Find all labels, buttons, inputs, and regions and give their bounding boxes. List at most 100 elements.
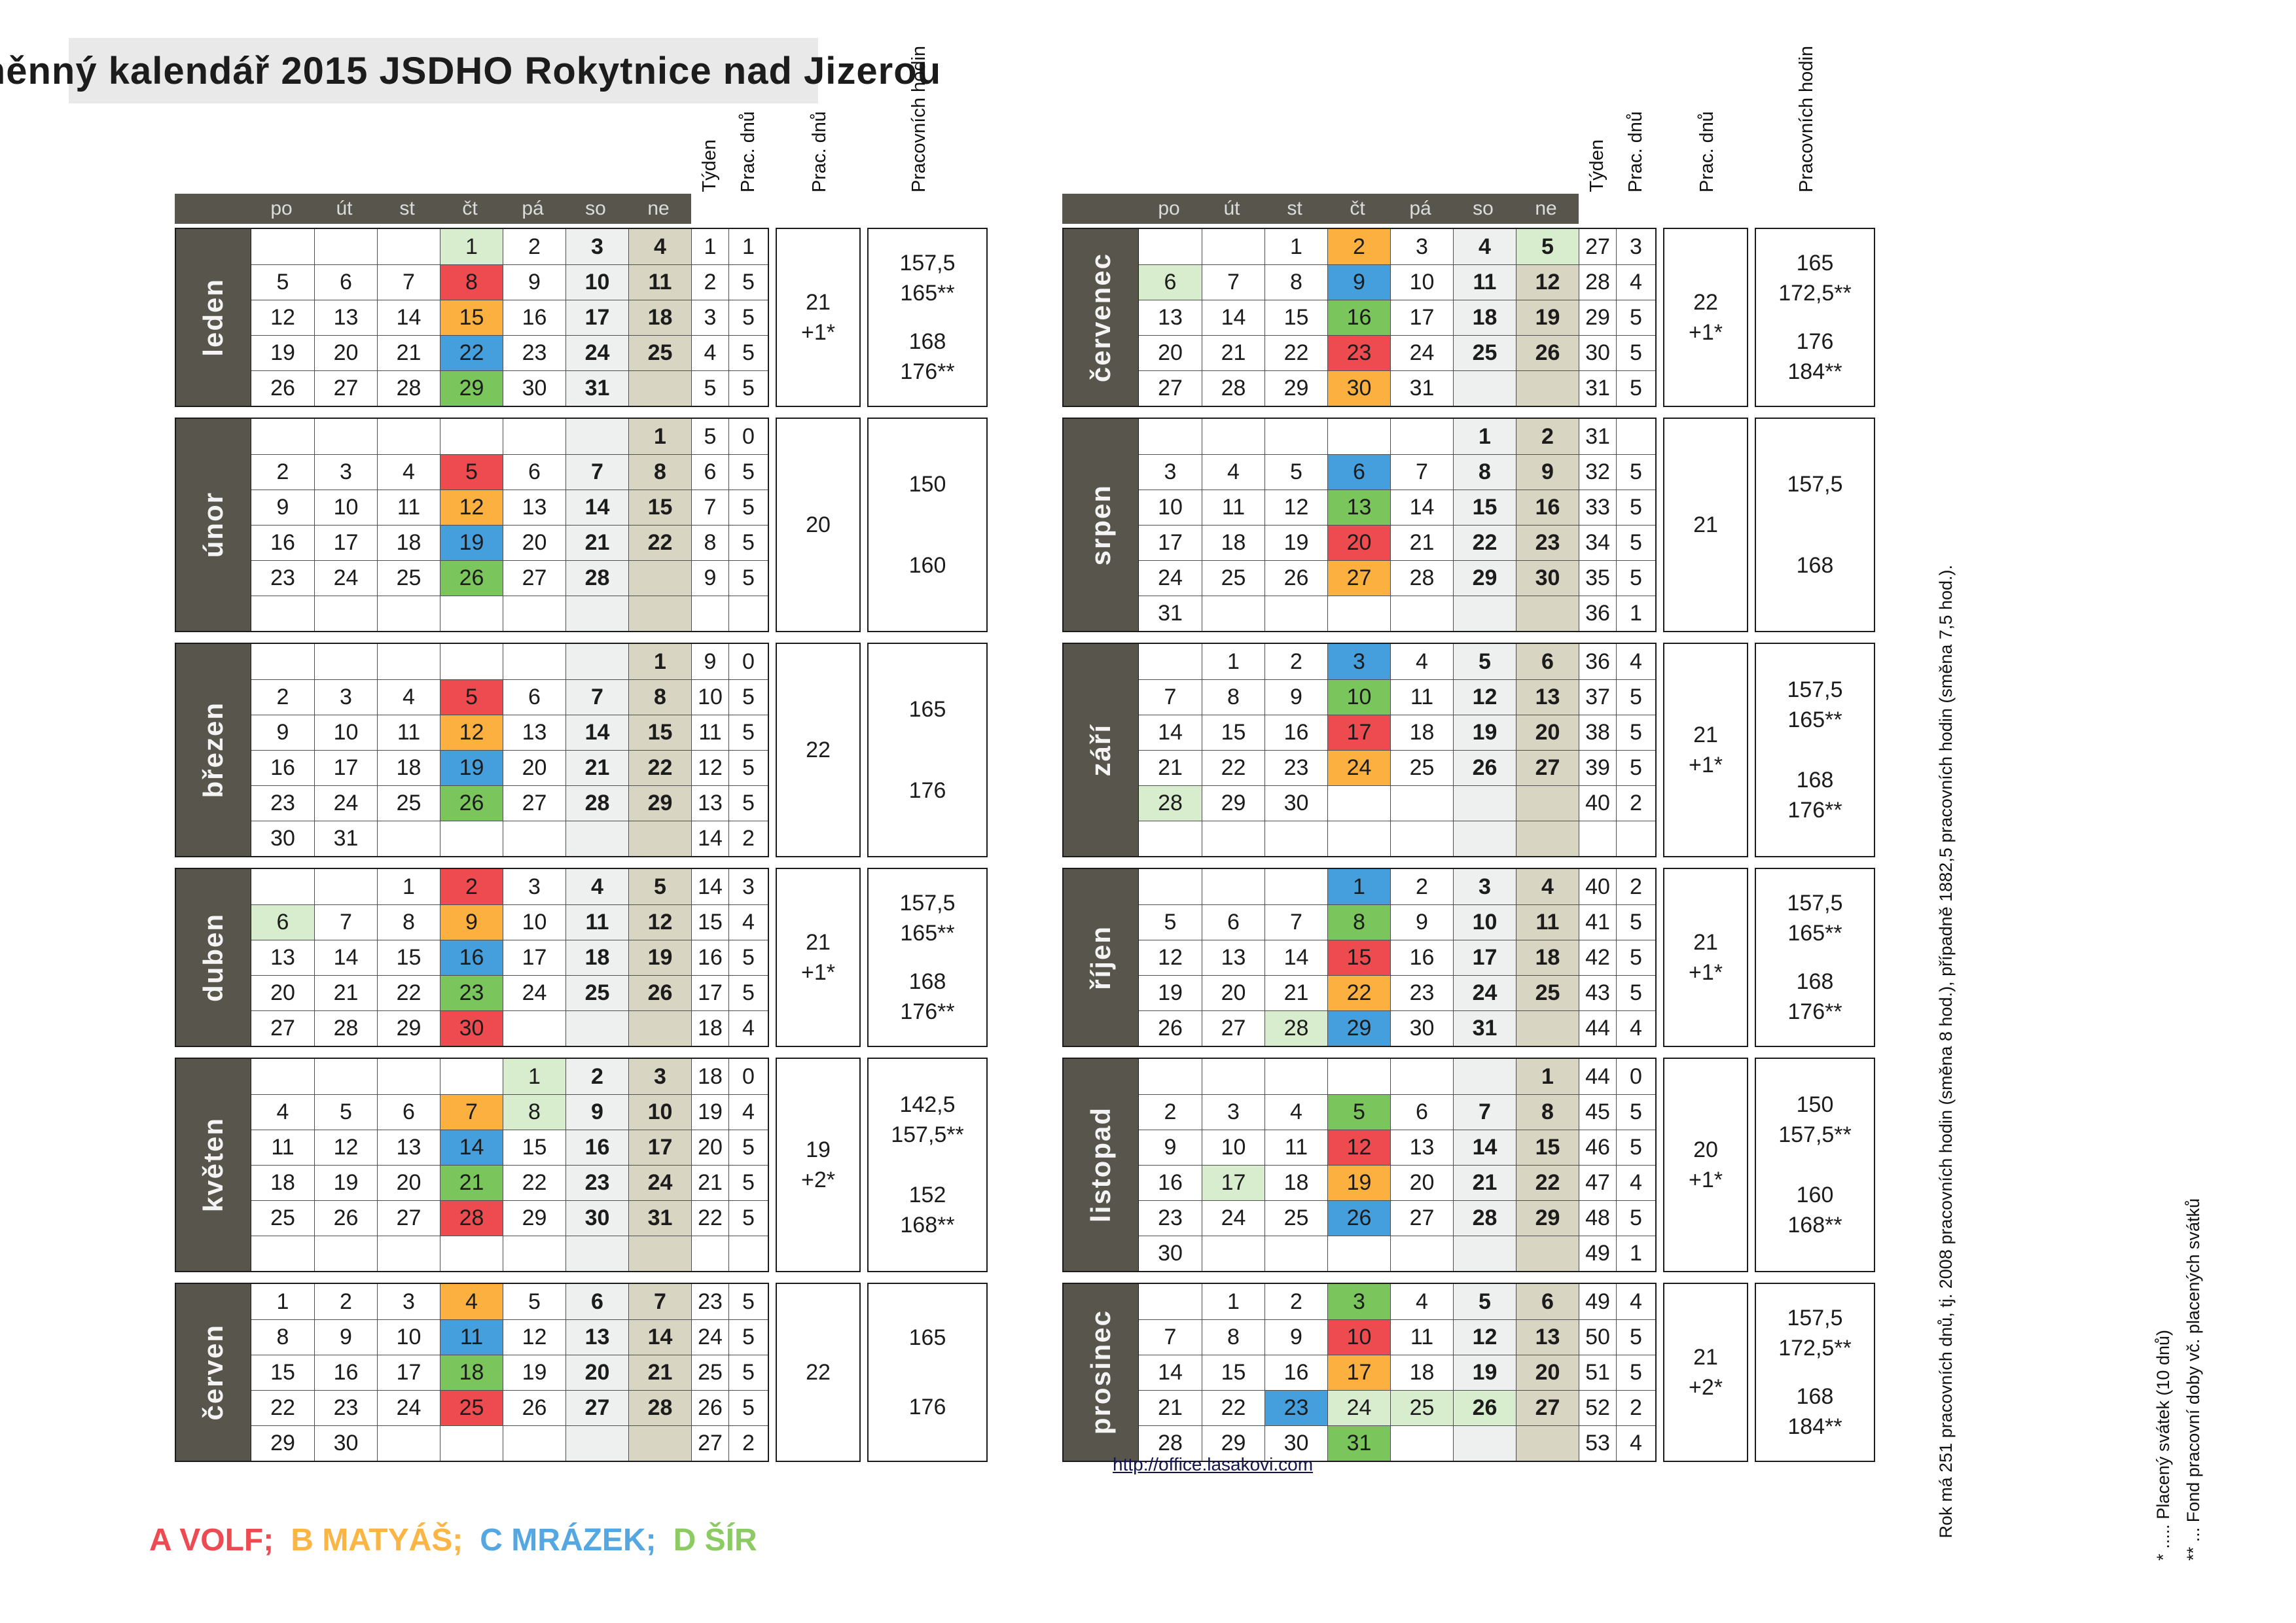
spacer: [769, 1058, 776, 1272]
day-cell: [565, 1010, 628, 1046]
day-cell: 17: [565, 300, 628, 335]
day-cell: 24: [503, 975, 565, 1010]
hours-value: 165**: [900, 280, 955, 306]
month-hours-total: 157,5 165** 168 176**: [1755, 643, 1875, 857]
website-link[interactable]: http://office.lasakovi.com: [1113, 1454, 1314, 1474]
shift-C-day-cell: 9: [1327, 264, 1390, 300]
day-cell: 26: [1516, 335, 1579, 370]
shift-D-day-cell: 18: [440, 1355, 503, 1390]
week-number-cell: 51: [1579, 1355, 1616, 1390]
week-number-cell: 5: [691, 419, 728, 454]
day-cell: [251, 1059, 314, 1094]
day-cell: 17: [314, 525, 377, 560]
day-cell: 11: [1265, 1130, 1327, 1165]
shift-B-day-cell: 30: [1327, 370, 1390, 406]
week-number-cell: 47: [1579, 1165, 1616, 1200]
workdays-total-value: 21: [1693, 512, 1718, 537]
shift-A-day-cell: 15: [1327, 940, 1390, 975]
day-cell: 4: [1516, 869, 1579, 904]
week-number-cell: 31: [1579, 370, 1616, 406]
week-workdays-cell: 4: [728, 1094, 768, 1130]
week-workdays-cell: 5: [728, 1165, 768, 1200]
day-cell: 13: [1390, 1130, 1453, 1165]
spacer: [769, 1283, 776, 1462]
day-cell: [440, 596, 503, 631]
day-cell: [1202, 1236, 1265, 1271]
week-workdays-cell: 5: [728, 370, 768, 406]
shift-A-day-cell: 2: [440, 869, 503, 904]
day-cell: 1: [628, 644, 691, 679]
day-cell: 19: [1139, 975, 1202, 1010]
day-cell: 31: [1139, 596, 1202, 631]
day-cell: 17: [1390, 300, 1453, 335]
day-cell: 17: [1453, 940, 1516, 975]
shift-C-day-cell: 26: [1327, 1200, 1390, 1236]
day-cell: [440, 1425, 503, 1461]
week-workdays-cell: 2: [1616, 785, 1655, 821]
day-cell: 10: [628, 1094, 691, 1130]
day-cell: 20: [251, 975, 314, 1010]
day-cell: 18: [1390, 715, 1453, 750]
day-cell: 22: [377, 975, 440, 1010]
hours-group: 157,5 165**: [899, 888, 955, 948]
day-cell: 9: [1265, 679, 1327, 715]
day-cell: [1327, 596, 1390, 631]
week-number-cell: 27: [1579, 229, 1616, 264]
day-cell: [1390, 419, 1453, 454]
day-cell: 31: [565, 370, 628, 406]
day-cell: [1139, 869, 1202, 904]
day-cell: 27: [503, 785, 565, 821]
day-cell: [440, 419, 503, 454]
shift-D-day-cell: 21: [440, 1165, 503, 1200]
workdays-total-value: 21: [806, 930, 831, 955]
month-workdays-total: 20: [776, 418, 861, 632]
day-cell: [503, 1010, 565, 1046]
week-workdays-cell: 5: [1616, 370, 1655, 406]
month-workdays-total: 22: [776, 1283, 861, 1462]
week-number-cell: 49: [1579, 1284, 1616, 1319]
week-number-cell: 4: [691, 335, 728, 370]
day-cell: 3: [565, 229, 628, 264]
month-name-label: září: [1064, 644, 1139, 856]
day-cell: 17: [314, 750, 377, 785]
hours-value: 176: [1796, 329, 1834, 355]
day-cell: [1202, 1059, 1265, 1094]
column-header-workdays-month: Prac. dnů: [809, 111, 830, 192]
day-cell: [565, 1236, 628, 1271]
month-name-label: květen: [176, 1059, 251, 1271]
week-workdays-cell: 5: [728, 715, 768, 750]
day-cell: 4: [1202, 454, 1265, 490]
weekday-label-po: po: [1158, 198, 1180, 219]
shift-D-day-cell: 10: [1327, 679, 1390, 715]
day-cell: 5: [1265, 454, 1327, 490]
hours-value: 157,5: [899, 890, 956, 916]
legend-item: D ŠÍR: [673, 1523, 757, 1558]
day-cell: 25: [565, 975, 628, 1010]
day-cell: [1390, 1425, 1453, 1461]
week-workdays-cell: 5: [728, 335, 768, 370]
day-cell: 11: [1390, 1319, 1453, 1355]
hours-value: 150: [908, 472, 946, 497]
week-number-cell: 10: [691, 679, 728, 715]
day-cell: 25: [628, 335, 691, 370]
shift-D-day-cell: 26: [440, 560, 503, 596]
day-cell: 1: [1516, 1059, 1579, 1094]
day-cell: [1453, 596, 1516, 631]
day-cell: 6: [314, 264, 377, 300]
shift-C-day-cell: 19: [440, 750, 503, 785]
day-cell: 16: [1265, 715, 1327, 750]
day-cell: 29: [377, 1010, 440, 1046]
shift-A-day-cell: 30: [440, 1010, 503, 1046]
month-leden: leden 1 2 3 4 1 1 5 6 7 8 9 10 11 2 5 12 13 14 15 16 17 18 3 5 19…: [175, 228, 988, 407]
day-cell: [440, 644, 503, 679]
week-number-cell: 48: [1579, 1200, 1616, 1236]
day-cell: 7: [314, 904, 377, 940]
weekday-label-ne: ne: [1535, 198, 1557, 219]
day-cell: 6: [377, 1094, 440, 1130]
spacer: [1748, 868, 1755, 1047]
holiday-day-cell: 5: [1516, 229, 1579, 264]
day-cell: 27: [1139, 370, 1202, 406]
hours-value: 168: [908, 969, 946, 995]
hours-group: 165: [909, 1323, 946, 1353]
day-cell: 6: [503, 454, 565, 490]
